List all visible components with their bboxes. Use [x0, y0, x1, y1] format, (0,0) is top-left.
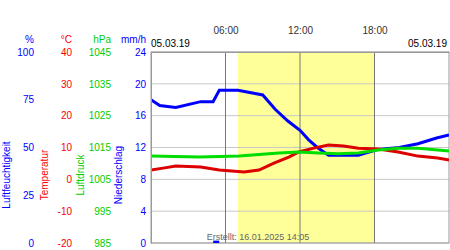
axis-title: Luftfeuchtigkeit: [1, 141, 12, 208]
tick: 1015: [89, 142, 112, 153]
end-date: 05.03.19: [408, 38, 447, 49]
tick-label: 06:00: [213, 25, 238, 36]
tick: 985: [94, 238, 111, 249]
tick-label: 1005: [89, 174, 112, 185]
tick-label: -10: [58, 206, 73, 217]
tick-label: 1025: [89, 110, 112, 121]
tick: 12: [135, 142, 151, 153]
axis-unit: %: [25, 34, 34, 45]
tick: 0: [28, 238, 34, 249]
line: [151, 148, 449, 157]
tick: -10: [58, 206, 73, 217]
tick: 20: [135, 79, 151, 90]
x-axis: 06:00 12:00 18:00: [152, 25, 450, 53]
tick-label: 100: [17, 47, 34, 58]
tick: 1035: [89, 79, 112, 90]
y-axis: 0 4 8 12 16 20 24: [135, 47, 152, 249]
tick-label: 12: [135, 142, 147, 153]
axis-line: [111, 53, 112, 244]
tick-label: 50: [23, 142, 35, 153]
axis-title: Niederschlag: [113, 146, 124, 204]
axis-unit: °C: [61, 34, 72, 45]
tick: 995: [94, 206, 111, 217]
tick-label: 75: [23, 94, 35, 105]
tick-label: 4: [140, 206, 146, 217]
tick-label: 1045: [89, 47, 112, 58]
tick: 0: [66, 174, 72, 185]
axis-line: [152, 52, 450, 53]
tick-label: 25: [23, 190, 35, 201]
tick: 1045: [89, 47, 112, 58]
tick-label: 1035: [89, 79, 112, 90]
tick: 16: [135, 110, 151, 121]
tick: 8: [140, 174, 151, 185]
line: [151, 145, 449, 172]
tick-label: 8: [140, 174, 146, 185]
grid: [151, 52, 449, 243]
start-date: 05.03.19: [151, 38, 190, 49]
y-axis: -20 -10 0 10 20 30 40: [58, 47, 73, 249]
tick: 4: [140, 206, 151, 217]
tick: 1025: [89, 110, 112, 121]
tick: 30: [61, 79, 73, 90]
tick-label: 0: [28, 238, 34, 249]
tick: 10: [61, 142, 73, 153]
tick-label: 0: [66, 174, 72, 185]
tick-label: 10: [61, 142, 73, 153]
tick-label: 30: [61, 79, 73, 90]
tick: 1005: [89, 174, 112, 185]
axis-unit: hPa: [93, 34, 111, 45]
tick-label: 0: [140, 238, 146, 249]
tick-label: 12:00: [288, 25, 313, 36]
tick-label: -20: [58, 238, 73, 249]
plot-frame: [151, 52, 449, 243]
y-axis: 0 25 50 75 100: [17, 47, 34, 249]
tick-label: 24: [135, 47, 147, 58]
tick: -20: [58, 238, 73, 249]
tick-label: 995: [94, 206, 111, 217]
tick-label: 1015: [89, 142, 112, 153]
tick: 75: [23, 94, 35, 105]
tick-label: 20: [135, 79, 147, 90]
grid-line: [300, 52, 301, 243]
tick-label: 16: [135, 110, 147, 121]
tick-label: 20: [61, 110, 73, 121]
line: [151, 90, 449, 155]
chart: 0 25 50 75 100% Luftfeuchtigkeit -20 -10 0 10 20 30…: [0, 0, 450, 250]
y-axis: 985 995 1005 1015 1025 1035 1045: [89, 47, 112, 249]
axis-unit: mm/h: [121, 34, 146, 45]
axis-title: Luftdruck: [75, 153, 86, 195]
tick: 06:00: [213, 25, 238, 52]
tick: 40: [61, 47, 73, 58]
tick: 50: [23, 142, 35, 153]
axis-title: Temperatur: [39, 149, 50, 200]
tick: 24: [135, 47, 151, 58]
tick-label: 18:00: [362, 25, 387, 36]
grid-line: [225, 52, 226, 243]
axis-line: [72, 53, 73, 244]
tick: 12:00: [288, 25, 313, 52]
axis-line: [151, 53, 152, 244]
tick-label: 985: [94, 238, 111, 249]
tick: 0: [140, 238, 151, 249]
axis-line: [34, 53, 35, 244]
tick-label: 40: [61, 47, 73, 58]
tick: 100: [17, 47, 34, 58]
footer: Erstellt: 16.01.2025 14:05: [207, 232, 310, 242]
tick: 20: [61, 110, 73, 121]
tick: 18:00: [362, 25, 387, 52]
plot-area: [151, 90, 449, 243]
tick: 25: [23, 190, 35, 201]
